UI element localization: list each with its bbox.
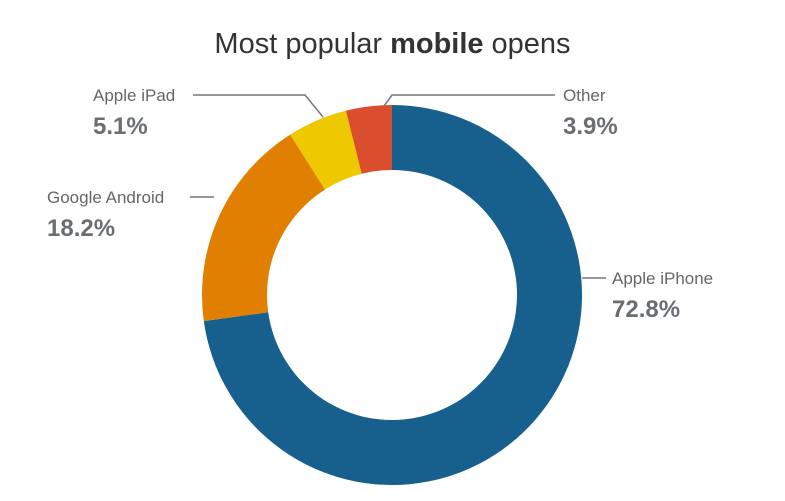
leader-line — [193, 94, 324, 118]
donut-slice — [202, 134, 326, 322]
slice-label: Google Android — [47, 188, 164, 207]
value-label: 72.8% — [612, 296, 680, 323]
donut-slice — [290, 110, 362, 190]
title-part: opens — [491, 28, 571, 60]
chart-title: Most popular mobile opens — [0, 28, 785, 61]
title-part: Most popular — [214, 28, 383, 60]
donut-slice — [345, 105, 392, 174]
slice-label: Other — [563, 86, 606, 105]
value-label: 3.9% — [563, 113, 618, 140]
leader-line — [383, 94, 555, 107]
value-label: 5.1% — [93, 113, 148, 140]
donut-slice — [203, 105, 583, 486]
slice-label: Apple iPhone — [612, 269, 713, 288]
value-label: 18.2% — [47, 215, 115, 242]
title-part: mobile — [390, 28, 484, 60]
slice-label: Apple iPad — [93, 86, 175, 105]
